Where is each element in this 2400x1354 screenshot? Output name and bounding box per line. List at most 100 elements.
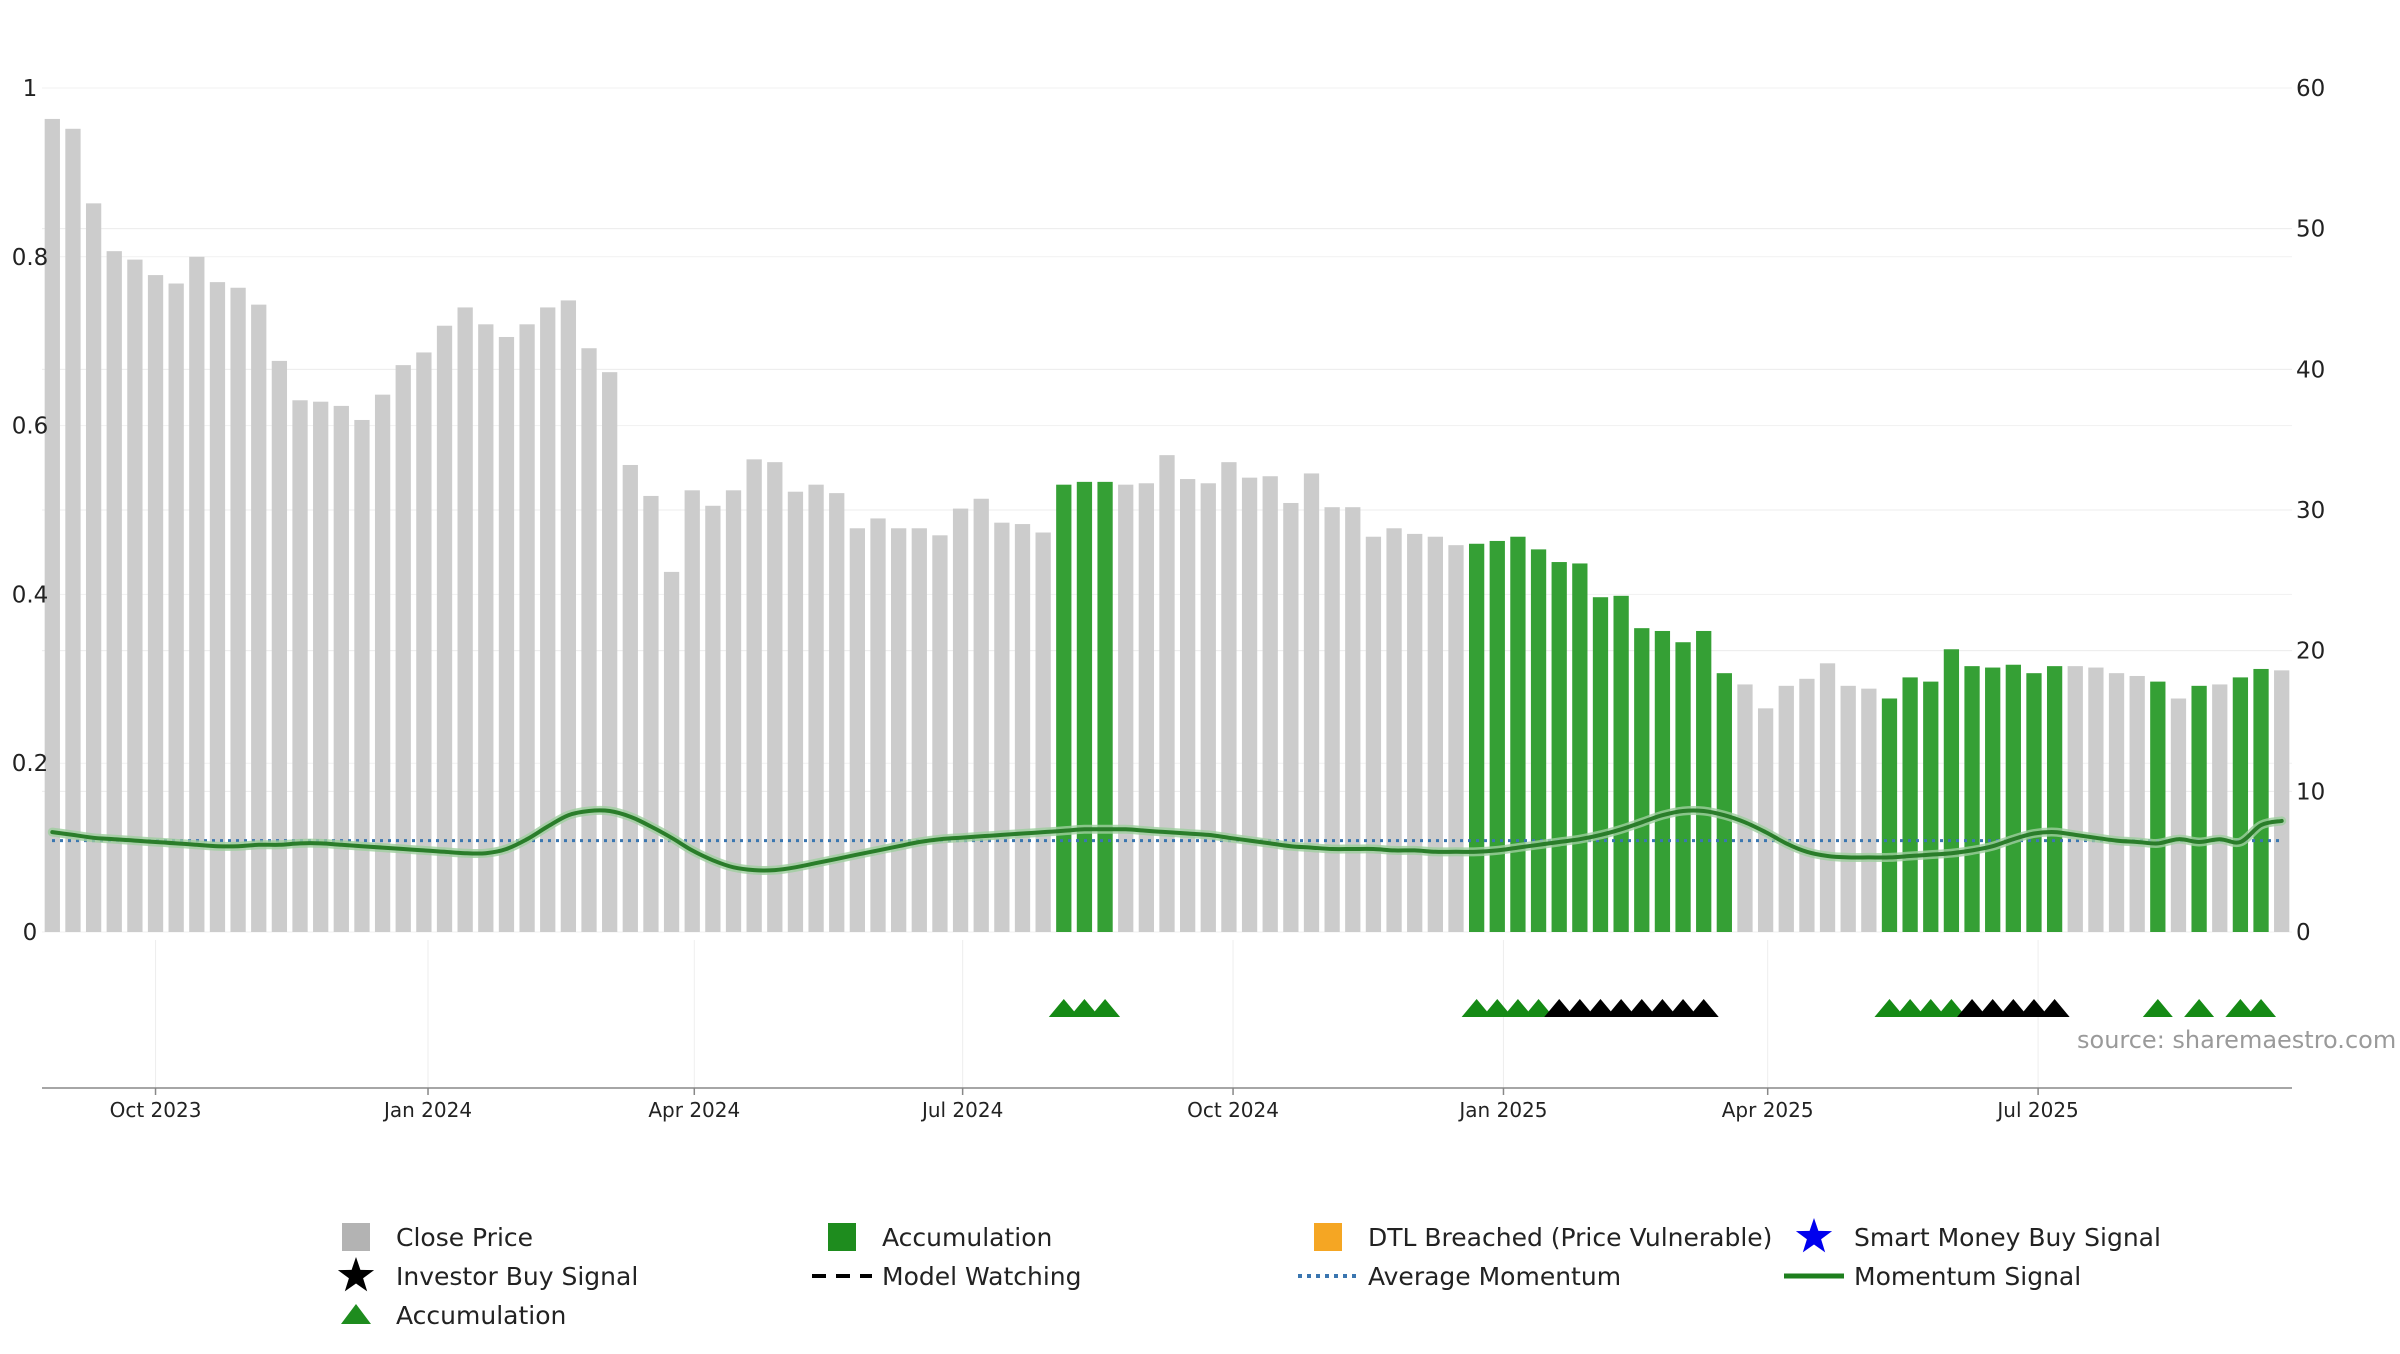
accumulation-bar: [1530, 549, 1547, 932]
close-price-bar: [581, 348, 597, 932]
accumulation-bar: [1675, 642, 1691, 932]
accumulation-triangle: [2142, 999, 2173, 1017]
accumulation-triangle: [1482, 999, 1513, 1017]
legend-label: DTL Breached (Price Vulnerable): [1368, 1223, 1772, 1252]
left-axis-tick-label: 0.2: [12, 751, 49, 777]
accumulation-bar: [1468, 543, 1485, 932]
close-price-bar: [1241, 477, 1258, 932]
right-axis-tick-label: 20: [2296, 639, 2325, 665]
black-star-icon: [337, 1257, 375, 1292]
close-price-bar: [395, 365, 411, 932]
x-axis-tick-label: Oct 2024: [1187, 1098, 1279, 1122]
legend-label: Average Momentum: [1368, 1262, 1621, 1291]
close-price-bar: [354, 419, 370, 932]
accumulation-bar: [1881, 698, 1898, 932]
close-price-bar: [333, 405, 349, 932]
close-price-bar: [271, 360, 288, 933]
accumulation-bar: [1613, 595, 1629, 932]
close-price-bar: [870, 518, 886, 932]
legend-item: Accumulation: [341, 1301, 566, 1330]
accumulation-triangle: [1895, 999, 1926, 1017]
right-axis-tick-label: 40: [2296, 357, 2325, 383]
close-price-bar: [1407, 533, 1423, 932]
close-price-bar: [808, 484, 824, 932]
close-price-bars: [44, 118, 2290, 933]
x-axis-tick-label: Jan 2025: [1457, 1098, 1547, 1122]
close-price-bar: [189, 256, 205, 932]
close-price-bar: [829, 493, 845, 932]
close-price-bar: [1365, 536, 1382, 932]
x-axis-tick-label: Jul 2024: [920, 1098, 1003, 1122]
legend-item: Close Price: [342, 1223, 533, 1252]
legend: Close Price Accumulation DTL Breached (Pri…: [337, 1218, 2161, 1330]
signal-triangles: [1048, 999, 2277, 1017]
legend-item: Smart Money Buy Signal: [1795, 1218, 2161, 1253]
close-price-bar: [2212, 684, 2228, 932]
accumulation-triangle: [1461, 999, 1492, 1017]
close-price-bar: [457, 307, 473, 932]
accumulation-bar: [2232, 677, 2249, 932]
accumulation-bar: [1551, 562, 1567, 932]
close-price-bar: [416, 352, 432, 932]
model-watching-triangle: [1647, 999, 1678, 1017]
x-axis-tick-label: Oct 2023: [110, 1098, 202, 1122]
accumulation-triangle: [1502, 999, 1533, 1017]
close-price-bar: [1303, 473, 1320, 932]
accumulation-bar: [1716, 673, 1732, 932]
close-price-bar: [787, 491, 804, 932]
close-price-bar: [1345, 507, 1361, 932]
close-price-bar: [168, 283, 184, 932]
close-price-bar: [1448, 545, 1464, 932]
legend-item: DTL Breached (Price Vulnerable): [1314, 1223, 1772, 1252]
model-watching-triangle: [1977, 999, 2008, 1017]
close-price-bar: [1262, 476, 1278, 932]
accumulation-bar: [2026, 673, 2042, 932]
close-price-bar: [1138, 483, 1154, 932]
accumulation-bar: [1489, 540, 1505, 932]
accumulation-bar: [1696, 630, 1712, 932]
close-price-bar: [932, 535, 948, 932]
close-price-bar: [2108, 673, 2125, 932]
legend-label: Smart Money Buy Signal: [1854, 1223, 2161, 1252]
close-price-bar: [1386, 528, 1402, 932]
legend-item: Model Watching: [812, 1262, 1082, 1291]
close-price-bar: [1118, 484, 1134, 932]
accumulation-triangle: [1874, 999, 1905, 1017]
close-price-bar: [1283, 502, 1299, 932]
accumulation-bar: [1943, 649, 1960, 932]
close-price-bar: [602, 372, 618, 932]
model-watching-triangle: [1668, 999, 1699, 1017]
close-price-bar: [622, 464, 638, 932]
model-watching-triangle: [1564, 999, 1595, 1017]
close-price-bar: [519, 324, 535, 932]
close-price-bar: [705, 505, 721, 932]
close-price-bar: [1819, 663, 1836, 932]
accumulation-triangle: [2184, 999, 2215, 1017]
right-axis-tick-label: 30: [2296, 498, 2325, 524]
close-price-bar: [684, 490, 700, 932]
accumulation-bar: [2005, 664, 2021, 932]
accumulation-triangle: [1048, 999, 1079, 1017]
left-axis-tick-label: 0.8: [12, 245, 49, 271]
accumulation-triangle: [1936, 999, 1967, 1017]
close-price-bar: [1159, 455, 1175, 932]
model-watching-triangle: [1606, 999, 1637, 1017]
accumulation-triangle: [2246, 999, 2277, 1017]
accumulation-bar: [1634, 628, 1650, 932]
close-price-bar: [436, 325, 453, 932]
close-price-bar: [127, 259, 143, 932]
close-price-bar: [1221, 462, 1237, 932]
right-axis-tick-label: 50: [2296, 217, 2325, 243]
close-price-bar: [663, 571, 680, 932]
legend-label: Close Price: [396, 1223, 533, 1252]
close-price-bar: [911, 528, 927, 932]
accumulation-bar: [1923, 681, 1939, 932]
close-price-bar: [1861, 688, 1877, 932]
accumulation-bar: [1097, 481, 1113, 932]
close-price-bar: [313, 401, 329, 933]
accumulation-bar: [1964, 666, 1980, 932]
legend-label: Model Watching: [882, 1262, 1082, 1291]
close-price-bar: [498, 336, 515, 933]
close-price-bar: [746, 459, 762, 932]
